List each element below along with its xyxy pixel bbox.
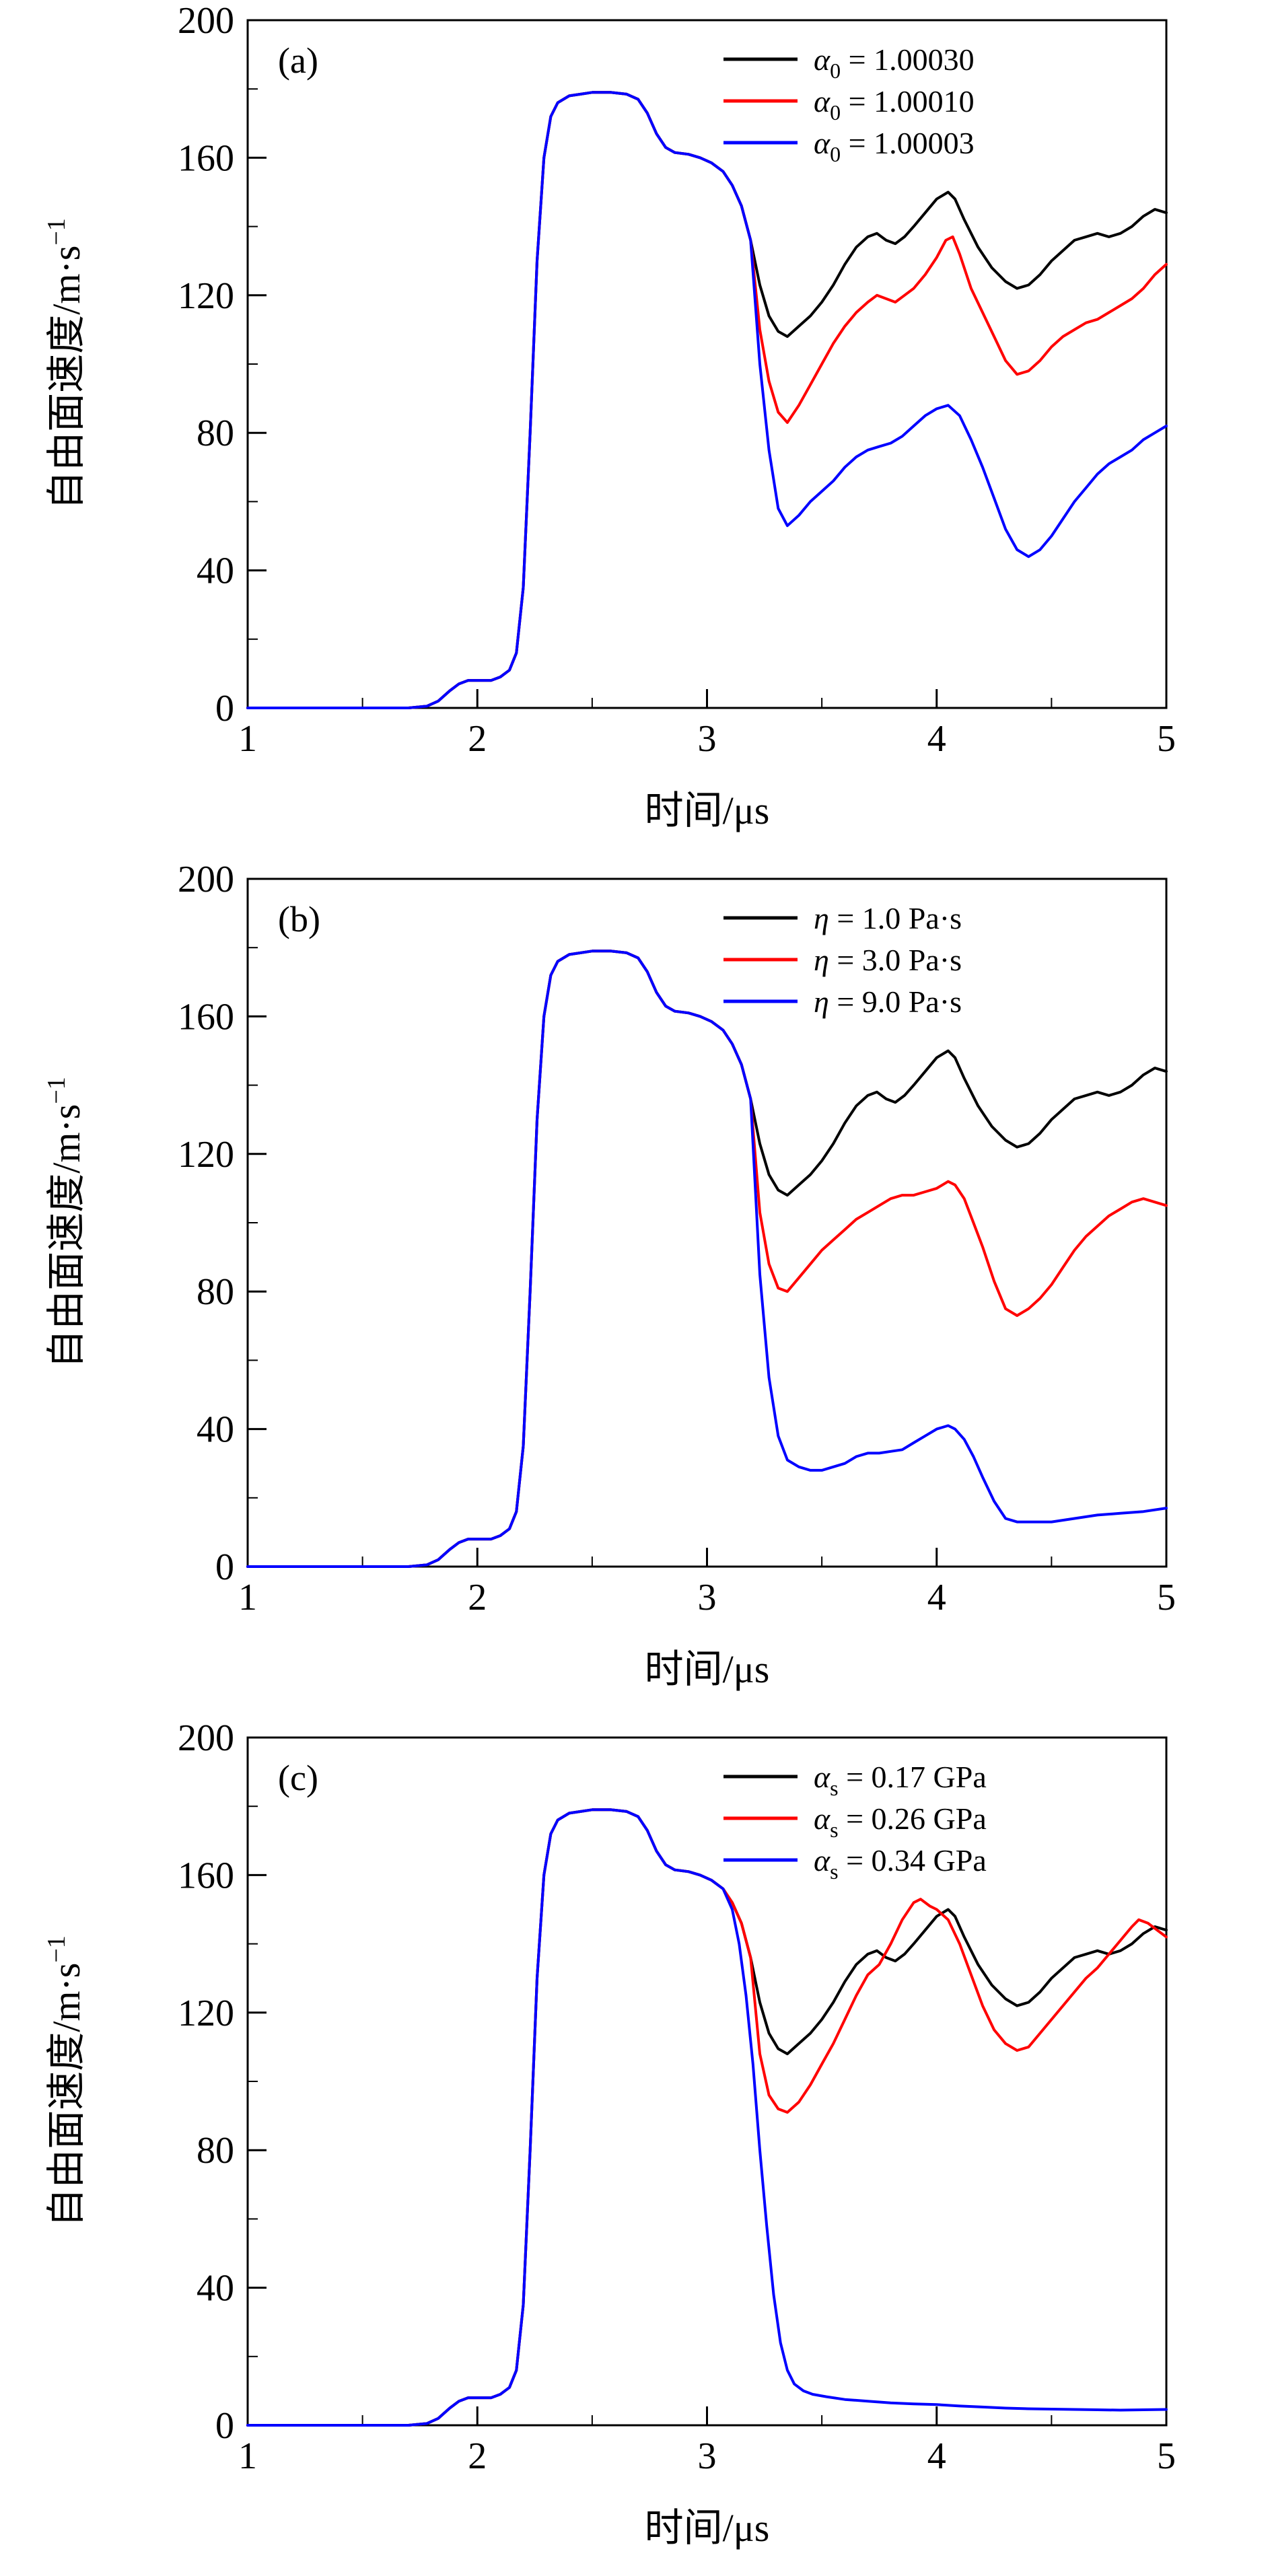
y-tick-label: 0 xyxy=(215,688,234,729)
y-tick-label: 80 xyxy=(197,1271,234,1313)
series-line xyxy=(246,1808,1168,2427)
legend-label: α0 = 1.00010 xyxy=(814,84,975,124)
series-line xyxy=(246,91,1168,709)
y-tick-label: 80 xyxy=(197,413,234,454)
y-tick-label: 40 xyxy=(197,1409,234,1451)
y-axis-label: 自由面速度/m·s−1 xyxy=(42,218,88,510)
x-tick-label: 3 xyxy=(698,718,717,760)
y-tick-label: 200 xyxy=(178,1717,234,1759)
legend-label: η = 9.0 Pa·s xyxy=(814,985,962,1019)
legend-label: η = 1.0 Pa·s xyxy=(814,901,962,935)
x-tick-label: 1 xyxy=(238,1577,257,1618)
x-axis-label: 时间/μs xyxy=(645,1647,770,1691)
chart-c: 1 2 3 4 5 0 40 80 120 160 200 时间/μs 自由面速度/m·s−1 (c) αs… xyxy=(42,1717,1176,2550)
panel-a: 1 2 3 4 5 0 40 80 120 160 200 时间/μs 自由面速度/m·s−1 (a) α0… xyxy=(0,0,1272,859)
x-tick-label: 5 xyxy=(1157,718,1176,760)
legend-label: η = 3.0 Pa·s xyxy=(814,943,962,977)
x-tick-label: 3 xyxy=(698,2435,717,2477)
panel-c: 1 2 3 4 5 0 40 80 120 160 200 时间/μs 自由面速度/m·s−1 (c) αs… xyxy=(0,1717,1272,2576)
x-tick-label: 4 xyxy=(927,1577,946,1618)
y-tick-label: 0 xyxy=(215,1546,234,1588)
series-line xyxy=(246,950,1168,1568)
x-tick-label: 2 xyxy=(468,718,487,760)
y-tick-label: 0 xyxy=(215,2405,234,2447)
y-tick-label: 40 xyxy=(197,550,234,592)
x-tick-label: 1 xyxy=(238,2435,257,2477)
legend-label: αs = 0.34 GPa xyxy=(814,1843,987,1884)
x-axis-label: 时间/μs xyxy=(645,2506,770,2550)
legend-label: αs = 0.26 GPa xyxy=(814,1801,987,1842)
x-tick-label: 5 xyxy=(1157,1577,1176,1618)
y-tick-label: 120 xyxy=(178,1993,234,2034)
y-tick-label: 160 xyxy=(178,996,234,1038)
chart-b: 1 2 3 4 5 0 40 80 120 160 200 时间/μs 自由面速度/m·s−1 (b) η … xyxy=(42,859,1176,1691)
y-tick-label: 40 xyxy=(197,2268,234,2310)
plot-frame xyxy=(246,1736,1168,2427)
x-tick-label: 3 xyxy=(698,1577,717,1618)
series-line xyxy=(246,950,1168,1568)
panel-label: (c) xyxy=(278,1758,318,1798)
series-line xyxy=(246,1808,1168,2427)
y-axis-label: 自由面速度/m·s−1 xyxy=(42,1077,88,1369)
y-tick-label: 80 xyxy=(197,2130,234,2172)
y-tick-label: 160 xyxy=(178,137,234,179)
series-line xyxy=(246,91,1168,709)
x-tick-label: 4 xyxy=(927,2435,946,2477)
y-axis-label: 自由面速度/m·s−1 xyxy=(42,1935,88,2227)
y-tick-label: 200 xyxy=(178,859,234,900)
panel-b: 1 2 3 4 5 0 40 80 120 160 200 时间/μs 自由面速度/m·s−1 (b) η … xyxy=(0,859,1272,1717)
panel-label: (a) xyxy=(278,40,318,81)
legend-label: α0 = 1.00003 xyxy=(814,126,975,166)
y-tick-label: 200 xyxy=(178,0,234,42)
x-tick-label: 2 xyxy=(468,1577,487,1618)
series-line xyxy=(246,1808,1168,2427)
legend-label: αs = 0.17 GPa xyxy=(814,1760,987,1800)
y-tick-label: 160 xyxy=(178,1855,234,1896)
x-axis-label: 时间/μs xyxy=(645,789,770,832)
series-line xyxy=(246,950,1168,1568)
y-tick-label: 120 xyxy=(178,1134,234,1176)
chart-a: 1 2 3 4 5 0 40 80 120 160 200 时间/μs 自由面速度/m·s−1 (a) α0… xyxy=(42,0,1176,832)
x-tick-label: 5 xyxy=(1157,2435,1176,2477)
x-tick-label: 4 xyxy=(927,718,946,760)
plot-frame xyxy=(246,19,1168,709)
x-tick-label: 1 xyxy=(238,718,257,760)
plot-frame xyxy=(246,878,1168,1568)
panel-label: (b) xyxy=(278,899,320,939)
series-line xyxy=(246,91,1168,709)
y-tick-label: 120 xyxy=(178,275,234,317)
legend-label: α0 = 1.00030 xyxy=(814,42,975,83)
x-tick-label: 2 xyxy=(468,2435,487,2477)
